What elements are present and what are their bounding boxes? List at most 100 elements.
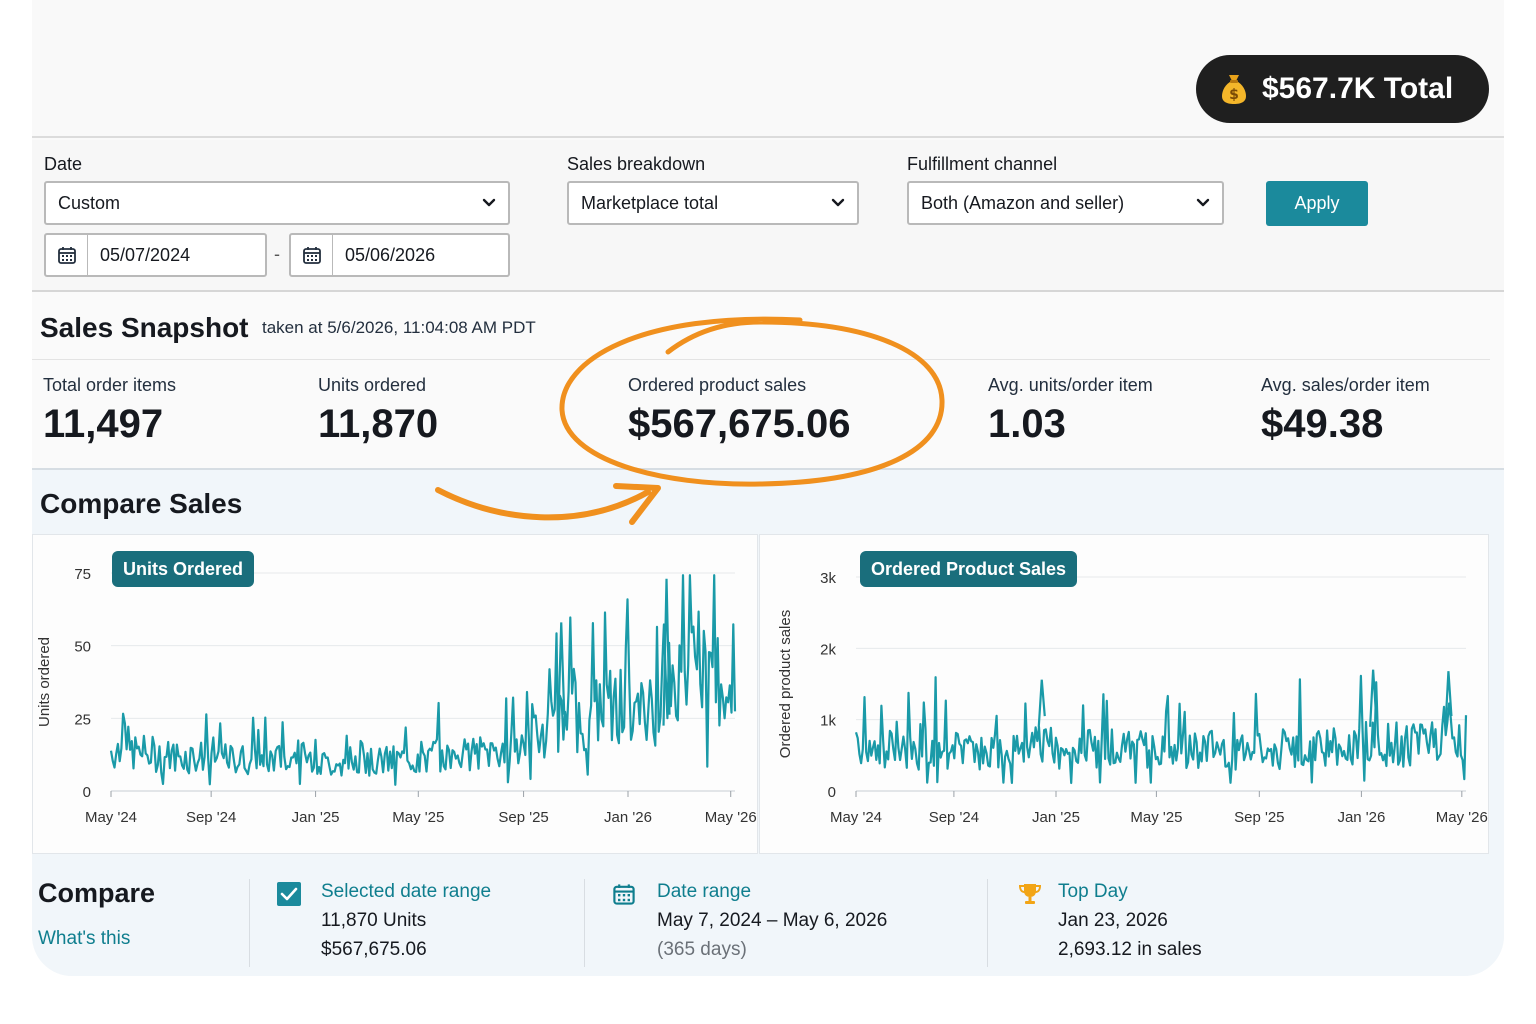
end-date-field[interactable]: 05/06/2026	[289, 233, 510, 277]
metric-total-order-items: Total order items 11,497	[43, 375, 176, 447]
x-tick-label: May '26	[705, 809, 757, 826]
y-tick-label: 0	[83, 784, 91, 801]
chevron-down-icon	[831, 198, 845, 207]
y-axis-label: Units ordered	[36, 637, 53, 727]
metric-ordered-product-sales: Ordered product sales $567,675.06	[628, 375, 850, 447]
checkbox-checked-icon[interactable]	[277, 882, 301, 906]
metric-label: Avg. units/order item	[988, 375, 1153, 395]
calendar-icon	[613, 884, 635, 905]
total-sales-text: $567.7K Total	[1262, 72, 1454, 105]
divider	[32, 359, 1490, 360]
compare-sales-title: Compare Sales	[40, 488, 243, 519]
top-day-label: Top Day	[1058, 881, 1128, 902]
date-separator: -	[274, 244, 280, 264]
y-tick-label: 2k	[820, 641, 836, 658]
date-select-value: Custom	[58, 192, 121, 213]
start-date-field[interactable]: 05/07/2024	[44, 233, 267, 277]
snapshot-timestamp: taken at 5/6/2026, 11:04:08 AM PDT	[262, 318, 536, 337]
metric-value: 11,497	[43, 402, 164, 446]
metric-units-ordered: Units ordered 11,870	[318, 375, 438, 447]
fulfillment-channel-label: Fulfillment channel	[907, 154, 1058, 174]
x-tick-label: Jan '25	[1032, 809, 1080, 826]
total-sales-pill: $ $567.7K Total	[1196, 55, 1489, 123]
selected-sales: $567,675.06	[321, 939, 427, 960]
top-day-sales: 2,693.12 in sales	[1058, 939, 1202, 960]
chevron-down-icon	[482, 198, 496, 207]
x-tick-label: Jan '26	[1337, 809, 1385, 826]
chart-title-badge: Units Ordered	[112, 551, 255, 587]
compare-summary: Compare What's this Selected date range …	[32, 855, 1504, 976]
metric-value: $567,675.06	[628, 402, 851, 446]
metric-avg-sales-per-order-item: Avg. sales/order item $49.38	[1261, 375, 1430, 447]
trophy-icon	[1018, 884, 1042, 904]
selected-date-range-label: Selected date range	[321, 881, 492, 902]
metric-label: Avg. sales/order item	[1261, 375, 1430, 395]
date-range-value: May 7, 2024 – May 6, 2026	[657, 910, 888, 931]
series-peak	[662, 578, 671, 726]
series-line	[854, 674, 1468, 785]
x-tick-label: Sep '24	[929, 809, 979, 826]
divider	[249, 879, 250, 967]
x-tick-label: Jan '26	[604, 809, 652, 826]
ordered-product-sales-chart: 0 1k 2k 3k May '24 Sep '24 Jan '25 May '25 Sep '…	[759, 534, 1489, 854]
metric-value: $49.38	[1261, 402, 1384, 446]
sales-snapshot-title: Sales Snapshot	[40, 312, 249, 343]
divider	[987, 879, 988, 967]
series-peak	[1037, 679, 1046, 727]
compare-title: Compare	[38, 878, 156, 908]
metric-value: 11,870	[318, 402, 439, 446]
apply-button[interactable]: Apply	[1266, 181, 1368, 226]
money-bag-icon: $	[1222, 75, 1246, 104]
y-tick-label: 3k	[820, 570, 836, 587]
x-tick-label: May '25	[392, 809, 444, 826]
chart-svg: 0 1k 2k 3k May '24 Sep '24 Jan '25 May '25 Sep '…	[777, 570, 1488, 826]
y-axis-label: Ordered product sales	[777, 610, 794, 758]
calendar-icon[interactable]	[46, 235, 88, 275]
end-date-value: 05/06/2026	[345, 244, 436, 265]
sales-dashboard-card: Date Custom 05/07/2024 - 05/06/2026 Sale…	[32, 0, 1504, 976]
date-range-label: Date range	[657, 881, 752, 902]
series-line	[109, 574, 737, 786]
series-peak	[1444, 671, 1453, 727]
y-tick-label: 1k	[820, 713, 836, 730]
y-tick-label: 0	[828, 784, 836, 801]
x-tick-label: May '24	[85, 809, 137, 826]
chevron-down-icon	[1196, 198, 1210, 207]
series-peak	[1369, 669, 1378, 727]
x-tick-label: Sep '25	[1234, 809, 1284, 826]
series-peak	[557, 622, 566, 726]
fulfillment-channel-select[interactable]: Both (Amazon and seller)	[907, 181, 1224, 225]
x-tick-label: May '25	[1130, 809, 1182, 826]
chart-svg: 0 25 50 75 May '24 Sep '24 Jan '25 May '25 Sep '…	[36, 566, 757, 826]
date-range-days: (365 days)	[657, 939, 747, 960]
filters-panel: Date Custom 05/07/2024 - 05/06/2026 Sale…	[32, 140, 1504, 292]
chart-title-badge: Ordered Product Sales	[860, 551, 1078, 587]
svg-text:$: $	[1229, 87, 1239, 103]
metric-label: Units ordered	[318, 375, 427, 395]
sales-breakdown-label: Sales breakdown	[567, 154, 706, 174]
metric-label: Total order items	[43, 375, 177, 395]
date-label: Date	[44, 154, 83, 174]
metric-value: 1.03	[988, 402, 1066, 446]
metric-label: Ordered product sales	[628, 375, 807, 395]
fulfillment-channel-value: Both (Amazon and seller)	[921, 192, 1125, 213]
divider	[584, 879, 585, 967]
whats-this-link[interactable]: What's this	[38, 928, 131, 949]
x-tick-label: Sep '25	[498, 809, 548, 826]
calendar-icon[interactable]	[291, 235, 333, 275]
sales-breakdown-select[interactable]: Marketplace total	[567, 181, 859, 225]
x-tick-label: May '24	[830, 809, 882, 826]
x-tick-label: Sep '24	[186, 809, 236, 826]
metric-avg-units-per-order-item: Avg. units/order item 1.03	[988, 375, 1153, 447]
selected-units: 11,870 Units	[321, 910, 427, 931]
sales-breakdown-value: Marketplace total	[581, 192, 719, 213]
units-ordered-chart: 0 25 50 75 May '24 Sep '24 Jan '25 May '25 Sep '…	[32, 534, 758, 854]
y-tick-label: 50	[74, 639, 91, 656]
x-tick-label: Jan '25	[292, 809, 340, 826]
y-tick-label: 75	[74, 566, 91, 583]
x-tick-label: May '26	[1436, 809, 1488, 826]
start-date-value: 05/07/2024	[100, 244, 191, 265]
top-day-date: Jan 23, 2026	[1058, 910, 1168, 931]
y-tick-label: 25	[74, 711, 91, 728]
date-select[interactable]: Custom	[44, 181, 510, 225]
